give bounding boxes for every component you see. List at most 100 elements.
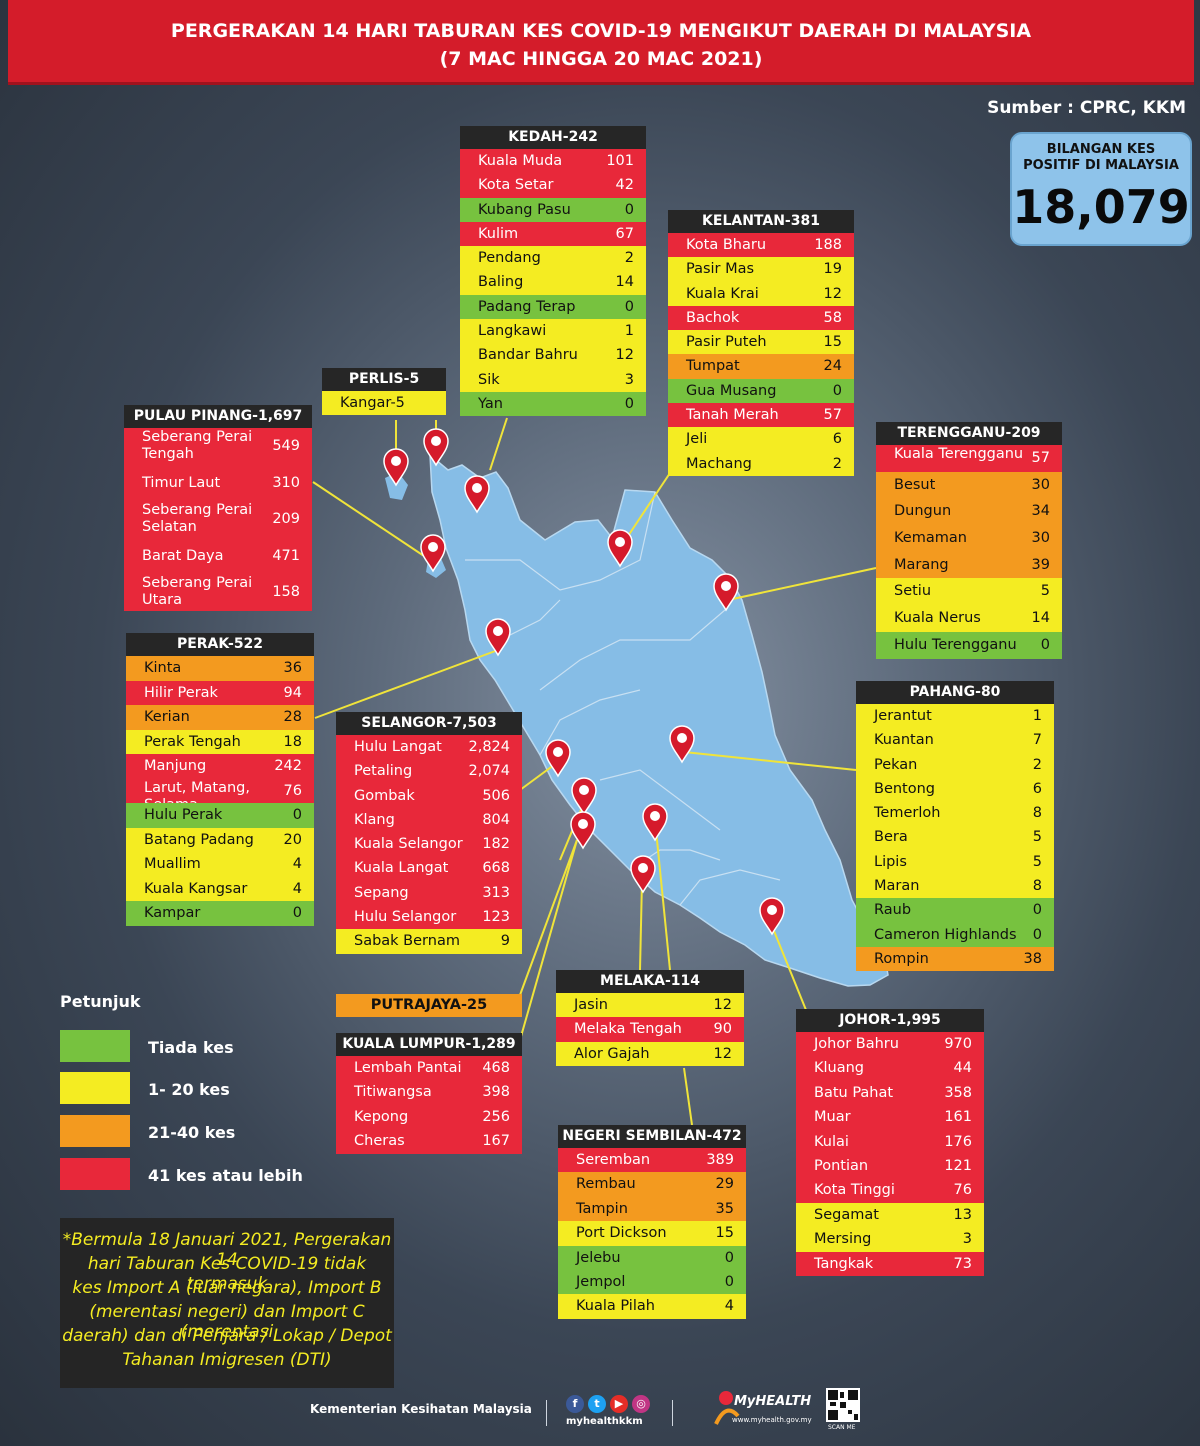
district-row: Cheras 167 bbox=[336, 1129, 522, 1154]
ministry-name: Kementerian Kesihatan Malaysia bbox=[310, 1402, 532, 1416]
district-count: 30 bbox=[1031, 476, 1050, 493]
district-name: Timur Laut bbox=[142, 474, 221, 491]
facebook-icon[interactable]: f bbox=[566, 1395, 584, 1413]
footer-divider bbox=[546, 1400, 547, 1426]
district-row: Hulu Terengganu 0 bbox=[876, 631, 1062, 659]
district-name: Rompin bbox=[874, 950, 929, 967]
district-row: Marang 39 bbox=[876, 551, 1062, 579]
map-pin-icon bbox=[630, 855, 656, 894]
district-name: Cameron Highlands bbox=[874, 926, 1017, 943]
district-name: Barat Daya bbox=[142, 547, 224, 564]
district-name: Hulu Perak bbox=[144, 807, 223, 823]
district-count: 67 bbox=[615, 225, 634, 242]
district-count: 15 bbox=[823, 334, 842, 351]
district-row: Pekan 2 bbox=[856, 752, 1054, 777]
title-banner: PERGERAKAN 14 HARI TABURAN KES COVID-19 … bbox=[8, 0, 1194, 85]
district-count: 2 bbox=[832, 455, 842, 472]
district-row: Melaka Tengah 90 bbox=[556, 1017, 744, 1042]
map-pin-icon bbox=[545, 739, 571, 778]
district-row: Lipis 5 bbox=[856, 849, 1054, 875]
footnote-line: hari Taburan Kes COVID-19 tidak termasuk bbox=[87, 1254, 367, 1294]
panel-johor: JOHOR-1,995 Johor Bahru 970 Kluang 44 Batu Pa… bbox=[796, 1009, 984, 1276]
district-name: Bandar Bahru bbox=[478, 347, 578, 364]
total-cases-box: BILANGAN KES POSITIF DI MALAYSIA 18,079 bbox=[1010, 132, 1192, 246]
district-name: Kubang Pasu bbox=[478, 201, 571, 218]
instagram-icon[interactable]: ◎ bbox=[632, 1395, 650, 1413]
district-row: Baling 14 bbox=[460, 270, 646, 295]
district-name: Lembah Pantai bbox=[354, 1060, 462, 1076]
district-row: Kerian 28 bbox=[126, 705, 314, 730]
district-name: Pendang bbox=[478, 250, 541, 267]
district-count: 121 bbox=[944, 1157, 972, 1174]
district-count: 12 bbox=[713, 997, 732, 1013]
total-label-1: BILANGAN KES bbox=[1046, 142, 1156, 157]
district-row: Timur Laut 310 bbox=[124, 464, 312, 501]
district-name: Muar bbox=[814, 1109, 851, 1126]
district-name: Kemaman bbox=[894, 530, 967, 547]
footnote-box: *Bermula 18 Januari 2021, Pergerakan 14 … bbox=[60, 1218, 394, 1388]
district-count: 0 bbox=[292, 807, 302, 823]
district-row: Sabak Bernam 9 bbox=[336, 929, 522, 954]
district-row: Seberang Perai Utara 158 bbox=[124, 574, 312, 611]
qr-code[interactable] bbox=[826, 1388, 860, 1422]
district-row: Tanah Merah 57 bbox=[668, 403, 854, 428]
district-name: Alor Gajah bbox=[574, 1045, 650, 1062]
district-row: Kota Setar 42 bbox=[460, 173, 646, 198]
district-name: Kuala Pilah bbox=[576, 1298, 655, 1315]
district-row: Jempol 0 bbox=[558, 1269, 746, 1295]
district-count: 30 bbox=[1031, 530, 1050, 547]
district-count: 0 bbox=[292, 905, 302, 921]
district-row: Bera 5 bbox=[856, 825, 1054, 850]
page-title: PERGERAKAN 14 HARI TABURAN KES COVID-19 … bbox=[170, 20, 1032, 42]
district-row: Batu Pahat 358 bbox=[796, 1080, 984, 1106]
district-name: Melaka Tengah bbox=[574, 1021, 682, 1038]
district-name: Mersing bbox=[814, 1231, 872, 1248]
district-row: Bandar Bahru 12 bbox=[460, 343, 646, 368]
district-count: 14 bbox=[615, 274, 634, 291]
panel-kelantan: KELANTAN-381 Kota Bharu 188 Pasir Mas 19 Kual… bbox=[668, 210, 854, 476]
district-name: Raub bbox=[874, 902, 912, 919]
district-count: 57 bbox=[1031, 450, 1050, 466]
district-row: Raub 0 bbox=[856, 898, 1054, 923]
district-count: 9 bbox=[500, 933, 510, 950]
district-name: Kluang bbox=[814, 1060, 865, 1077]
district-count: 668 bbox=[482, 860, 510, 877]
district-name: Hilir Perak bbox=[144, 684, 218, 701]
district-name: Port Dickson bbox=[576, 1225, 667, 1242]
district-count: 3 bbox=[962, 1231, 972, 1248]
district-row: Kuala Selangor 182 bbox=[336, 832, 522, 857]
district-count: 7 bbox=[1032, 732, 1042, 749]
twitter-icon[interactable]: t bbox=[588, 1395, 606, 1413]
district-count: 90 bbox=[713, 1021, 732, 1038]
district-count: 242 bbox=[274, 758, 302, 774]
district-row: Dungun 34 bbox=[876, 498, 1062, 526]
district-name: Maran bbox=[874, 878, 920, 895]
youtube-icon[interactable]: ▶ bbox=[610, 1395, 628, 1413]
district-row: Larut, Matang, Selama76 bbox=[126, 778, 314, 813]
district-row: Hulu Selangor 123 bbox=[336, 905, 522, 930]
district-row: Rembau 29 bbox=[558, 1172, 746, 1197]
legend-title: Petunjuk bbox=[60, 992, 141, 1011]
district-count: 57 bbox=[823, 407, 842, 424]
district-row: Kulai 176 bbox=[796, 1129, 984, 1154]
district-row: Jelebu 0 bbox=[558, 1245, 746, 1270]
panel-perak: PERAK-522 Kinta 36 Hilir Perak 94 Kerian 28 Per… bbox=[126, 633, 314, 926]
district-count: 20 bbox=[283, 831, 302, 848]
district-count: 1 bbox=[624, 323, 634, 340]
district-count: 28 bbox=[283, 709, 302, 725]
panel-terengganu: TERENGGANU-209 Kuala Terengganu 57 Besut 30 D… bbox=[876, 422, 1062, 659]
district-count: 0 bbox=[724, 1273, 734, 1290]
district-row: Kampar 0 bbox=[126, 901, 314, 926]
district-count: 123 bbox=[482, 909, 510, 926]
district-name: Jerantut bbox=[874, 708, 932, 724]
district-name: Lipis bbox=[874, 853, 907, 870]
district-row: Klang 804 bbox=[336, 807, 522, 833]
footnote-line: *Bermula 18 Januari 2021, Pergerakan 14 bbox=[62, 1230, 392, 1270]
district-name: Hulu Langat bbox=[354, 739, 442, 755]
panel-title: KEDAH-242 bbox=[460, 126, 646, 149]
district-row: Cameron Highlands 0 bbox=[856, 922, 1054, 947]
district-name: Kuala Muda bbox=[478, 153, 563, 169]
district-name: Tampin bbox=[576, 1200, 628, 1217]
district-name: Kulim bbox=[478, 225, 519, 242]
map-pins bbox=[383, 428, 785, 936]
